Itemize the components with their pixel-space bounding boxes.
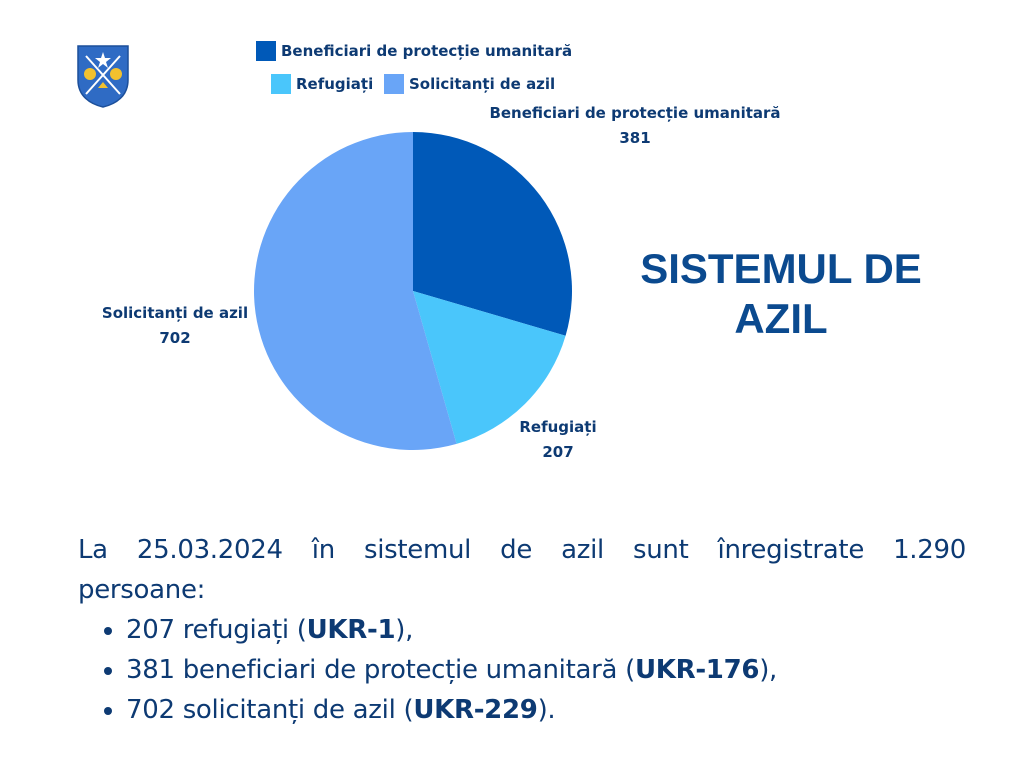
list-item-code: UKR-229 [413,695,538,725]
summary-intro-word: în [311,535,335,565]
legend-label: Solicitanți de azil [409,75,556,93]
summary-text: La 25.03.2024 în sistemul de azil sunt înregist… [78,530,966,730]
list-item: 381 beneficiari de protecție umanitară (… [126,650,966,690]
pie-label-name: Solicitanți de azil [102,304,248,322]
pie-label-name: Refugiați [519,418,596,436]
pie-label-value: 381 [619,129,650,147]
page-title-line1: SISTEMUL DE [640,245,922,292]
list-item: 702 solicitanți de azil (UKR-229). [126,690,966,730]
list-item-text: 207 refugiați ( [126,615,307,645]
legend-item-beneficiari: Beneficiari de protecție umanitară [256,41,572,61]
legend-label: Refugiați [296,75,374,93]
summary-intro-word: sistemul [363,535,472,565]
legend-swatch [256,41,276,61]
pie-label-value: 702 [159,329,190,347]
summary-intro: La 25.03.2024 în sistemul de azil sunt înregist… [78,530,966,610]
pie-chart: Beneficiari de protecție umanitară 381 Ref… [102,104,781,461]
summary-intro-word: azil [561,535,604,565]
coat-of-arms-icon [77,45,129,108]
legend-swatch [271,74,291,94]
pie-slice [253,132,457,450]
summary-intro-word: La [78,535,108,565]
legend-label: Beneficiari de protecție umanitară [281,42,573,60]
legend-swatch [384,74,404,94]
list-item-code: UKR-1 [306,615,396,645]
pie-slice [413,132,572,336]
pie-slice [413,291,566,444]
summary-list: 207 refugiați (UKR-1), 381 beneficiari d… [78,610,966,730]
list-item-text: 702 solicitanți de azil ( [126,695,414,725]
list-item-text: 381 beneficiari de protecție umanitară ( [126,655,635,685]
summary-intro-word: înregistrate [717,535,865,565]
page-title-line2: AZIL [734,295,828,342]
legend-item-refugiati: Refugiați [271,74,373,94]
summary-intro-word: 25.03.2024 [136,535,283,565]
summary-intro-rest: persoane: [78,575,206,605]
list-item-code: UKR-176 [634,655,760,685]
page-title: SISTEMUL DE AZIL [610,244,952,344]
summary-intro-line: La 25.03.2024 în sistemul de azil sunt înregist… [78,530,966,570]
summary-intro-word: 1.290 [893,535,966,565]
list-item: 207 refugiați (UKR-1), [126,610,966,650]
list-item-suffix: ), [395,615,414,645]
summary-intro-word: sunt [632,535,689,565]
legend-item-solicitanti: Solicitanți de azil [384,74,555,94]
list-item-suffix: ), [759,655,777,685]
pie-label-name: Beneficiari de protecție umanitară [489,104,780,122]
summary-intro-word: de [500,535,533,565]
list-item-suffix: ). [537,695,556,725]
pie-label-value: 207 [542,443,573,461]
